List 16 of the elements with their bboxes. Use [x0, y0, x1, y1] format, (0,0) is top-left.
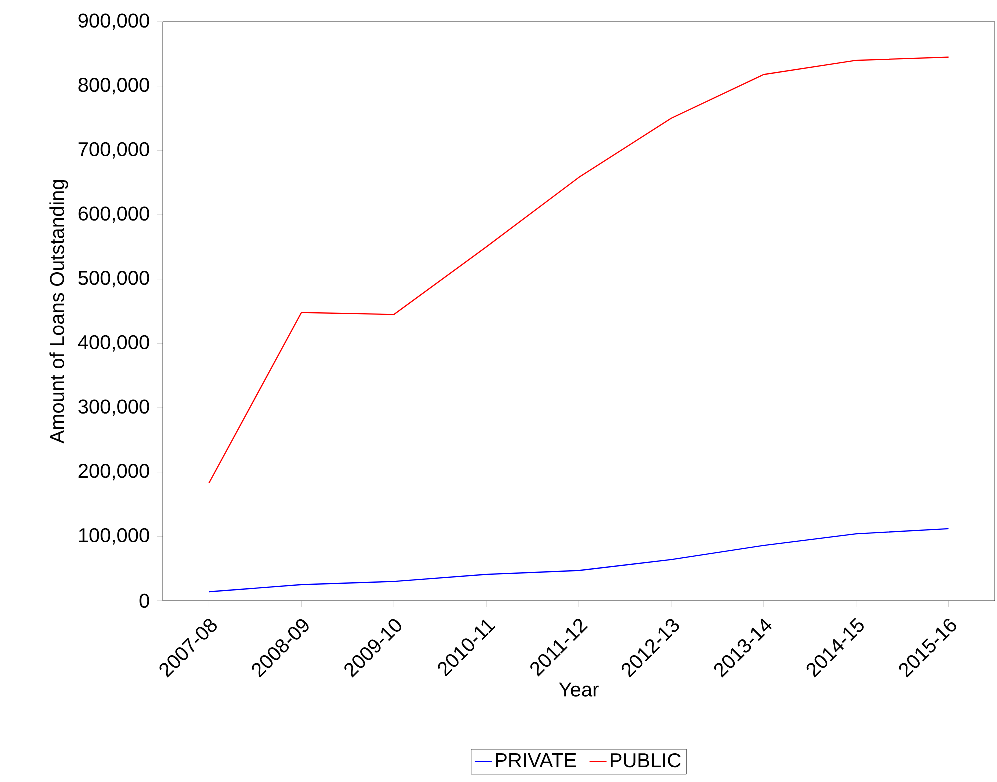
y-tick-label: 800,000 [78, 78, 150, 95]
y-tick-label: 0 [140, 594, 150, 608]
line-series [208, 528, 950, 593]
y-tick-label: 100,000 [79, 528, 150, 545]
y-tick-label: 900,000 [78, 14, 150, 30]
y-tick-label: 400,000 [78, 335, 150, 352]
x-axis-title: Year [559, 682, 599, 697]
legend-label: PRIVATE [496, 754, 576, 768]
legend-label: PUBLIC [611, 753, 681, 768]
y-tick-label: 200,000 [78, 464, 150, 481]
y-tick-label: 500,000 [78, 271, 150, 288]
y-tick-label: 600,000 [78, 206, 150, 224]
y-axis-title: Amount of Loans Outstanding [50, 180, 68, 444]
y-tick-label: 700,000 [78, 142, 150, 159]
y-tick-label: 300,000 [78, 400, 150, 416]
line-series [208, 56, 950, 484]
